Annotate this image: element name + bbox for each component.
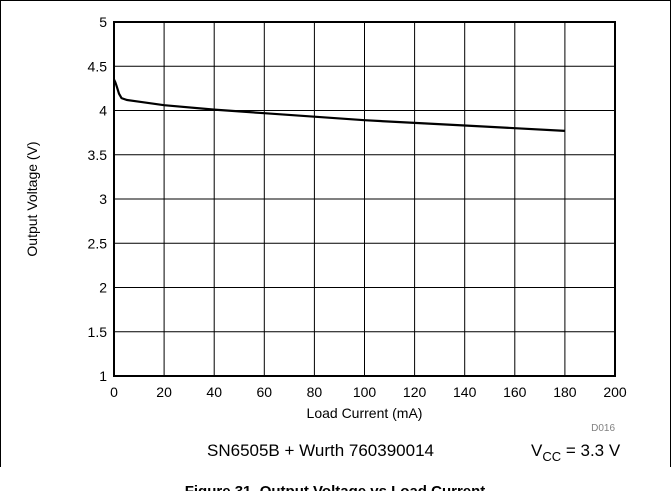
y-tick-label: 3.5 [88,147,108,163]
series-line-0 [113,79,565,132]
series-group [113,79,565,132]
y-tick-label: 4 [99,103,107,119]
x-tick-label: 20 [156,384,172,400]
y-tick-label: 3 [99,191,107,207]
x-tick-label: 200 [603,384,627,400]
plot-area-border [113,21,616,377]
y-axis-ticks: 1 1.5 2 2.5 3 3.5 4 4.5 5 [88,14,108,384]
y-tick-label: 1 [99,368,107,384]
chart-grid [113,21,616,377]
x-tick-label: 120 [403,384,427,400]
device-label: SN6505B + Wurth 760390014 [207,441,434,460]
y-tick-label: 2.5 [88,235,108,251]
y-tick-label: 1.5 [88,324,108,340]
x-tick-label: 40 [206,384,222,400]
vcc-value: = 3.3 V [561,441,621,460]
figure-caption: Figure 31. Output Voltage vs Load Curren… [185,483,486,491]
vcc-label: VCC = 3.3 V [531,441,621,464]
x-axis-label: Load Current (mA) [307,405,423,421]
x-axis-ticks: 0 20 40 60 80 100 120 140 160 180 200 [110,384,627,400]
x-tick-label: 100 [353,384,377,400]
y-tick-label: 5 [99,14,107,30]
x-tick-label: 80 [307,384,323,400]
x-tick-label: 160 [503,384,527,400]
vcc-subscript: CC [542,449,561,464]
y-axis-label: Output Voltage (V) [24,141,40,256]
x-tick-label: 60 [257,384,273,400]
x-tick-label: 180 [553,384,577,400]
y-tick-label: 4.5 [88,58,108,74]
doc-id: D016 [591,423,615,434]
y-tick-label: 2 [99,280,107,296]
x-tick-label: 140 [453,384,477,400]
vcc-prefix: V [531,441,543,460]
x-tick-label: 0 [110,384,118,400]
